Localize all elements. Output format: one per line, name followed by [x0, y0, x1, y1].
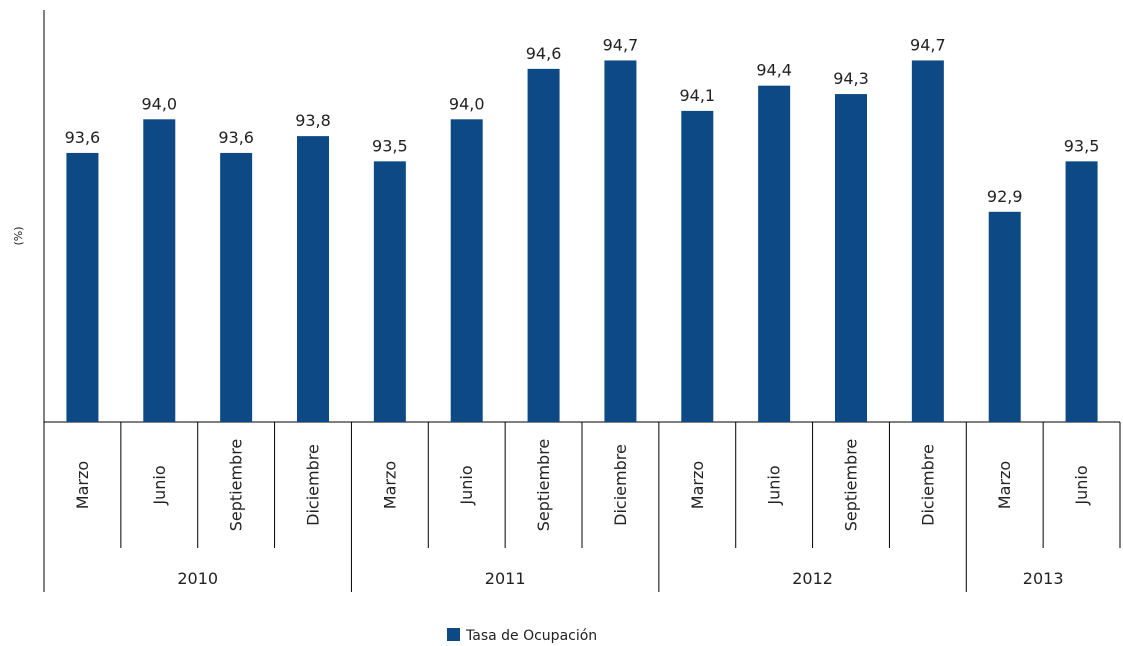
- bar-value-label: 94,0: [449, 94, 485, 113]
- bar-value-label: 94,7: [910, 35, 946, 54]
- bar: [988, 211, 1021, 422]
- x-tick-label: Diciembre: [611, 444, 630, 526]
- legend-label: Tasa de Ocupación: [465, 628, 597, 644]
- x-tick-label: Junio: [1072, 465, 1091, 505]
- x-tick-label: Marzo: [688, 461, 707, 509]
- y-axis-label: (%): [12, 226, 25, 245]
- bar-value-label: 94,3: [833, 69, 869, 88]
- bar-value-label: 92,9: [987, 187, 1023, 206]
- x-tick-label: Septiembre: [842, 439, 861, 532]
- bars-group: [66, 60, 1098, 423]
- x-tick-label: Junio: [457, 465, 476, 505]
- bar-labels-group: 93,6 94,0 93,6 93,8 93,5 94,0 94,6 94,7 94,1 94,4…: [65, 35, 1100, 205]
- bar: [143, 119, 176, 422]
- bar: [373, 161, 406, 423]
- bar-value-label: 93,5: [1064, 136, 1100, 155]
- x-tick-labels: Marzo Junio Septiembre Diciembre Marzo Junio S…: [73, 439, 1091, 532]
- legend-swatch: [447, 628, 460, 641]
- legend: Tasa de Ocupación: [447, 628, 597, 644]
- chart-axes: [43, 10, 1120, 423]
- year-label: 2012: [792, 569, 833, 588]
- bar: [604, 60, 637, 423]
- bar: [220, 152, 253, 422]
- x-tick-lines: [43, 422, 1121, 548]
- bar-value-label: 93,6: [65, 128, 101, 147]
- year-labels: 2010 2011 2012 2013: [43, 548, 1064, 592]
- bar: [297, 136, 329, 423]
- bar-value-label: 94,4: [756, 61, 792, 80]
- x-tick-label: Junio: [765, 465, 784, 505]
- bar: [758, 85, 791, 423]
- x-tick-label: Junio: [150, 465, 169, 505]
- x-tick-label: Marzo: [73, 461, 92, 509]
- bar-value-label: 94,6: [526, 44, 562, 63]
- x-tick-label: Septiembre: [534, 439, 553, 532]
- bar-value-label: 94,0: [141, 94, 177, 113]
- bar: [681, 110, 714, 423]
- bar: [527, 68, 560, 422]
- x-tick-label: Septiembre: [227, 439, 246, 532]
- x-tick-label: Marzo: [380, 461, 399, 509]
- x-tick-label: Marzo: [995, 461, 1014, 509]
- bar-value-label: 94,7: [603, 35, 639, 54]
- bar-value-label: 93,6: [218, 128, 254, 147]
- year-label: 2010: [177, 569, 218, 588]
- bar: [911, 60, 944, 423]
- bar: [66, 152, 99, 422]
- bar: [450, 119, 483, 422]
- bar: [835, 94, 867, 422]
- year-label: 2013: [1023, 569, 1064, 588]
- x-tick-label: Diciembre: [918, 444, 937, 526]
- bar-value-label: 94,1: [679, 86, 715, 105]
- bar-value-label: 93,8: [295, 111, 331, 130]
- year-label: 2011: [485, 569, 526, 588]
- bar-value-label: 93,5: [372, 136, 408, 155]
- bar: [1065, 161, 1098, 423]
- x-tick-label: Diciembre: [304, 444, 323, 526]
